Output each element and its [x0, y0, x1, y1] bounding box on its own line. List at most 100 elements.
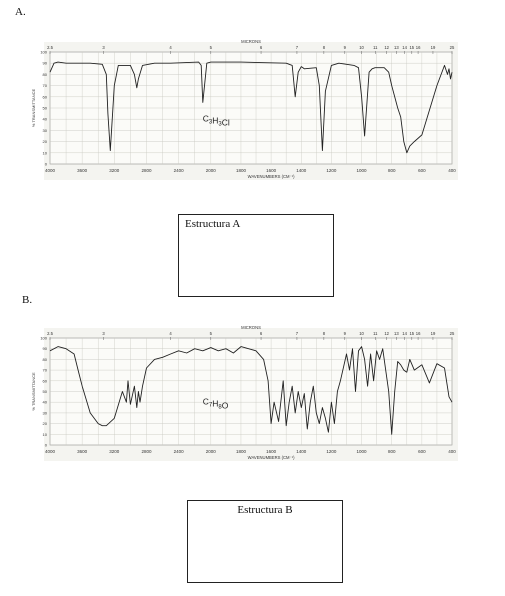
y-tick-label: 0 — [45, 443, 48, 448]
x-tick-label: 400 — [448, 449, 456, 454]
micron-tick-label: 2.5 — [47, 45, 53, 50]
micron-tick-label: 13 — [394, 45, 399, 50]
spectrum-line — [49, 346, 453, 435]
x-tick-label: 600 — [418, 449, 426, 454]
micron-tick-label: 8 — [323, 331, 326, 336]
micron-tick-label: 14 — [402, 45, 407, 50]
x-tick-label: 1000 — [357, 168, 368, 173]
x-tick-label: 1600 — [266, 449, 277, 454]
y-tick-label: 100 — [40, 336, 47, 341]
micron-tick-label: 10 — [359, 331, 364, 336]
structure-a-box[interactable]: Estructura A — [178, 214, 334, 297]
micron-tick-label: 7 — [296, 331, 299, 336]
x-tick-label: 2000 — [206, 168, 217, 173]
label-b: B. — [22, 294, 33, 306]
x-tick-label: 3200 — [109, 168, 120, 173]
x-tick-label: 2800 — [141, 449, 152, 454]
x-tick-label: 2000 — [206, 449, 217, 454]
x-tick-label: 1200 — [326, 449, 337, 454]
micron-tick-label: 10 — [359, 45, 364, 50]
y-tick-label: 40 — [43, 117, 48, 122]
y-tick-label: 10 — [43, 432, 48, 437]
micron-tick-label: 19 — [431, 45, 436, 50]
micron-tick-label: 6 — [260, 45, 263, 50]
y-tick-label: 50 — [43, 389, 48, 394]
y-tick-label: 50 — [43, 106, 48, 111]
y-tick-label: 70 — [43, 83, 48, 88]
x-tick-label: 1400 — [296, 168, 307, 173]
x-tick-label: 1000 — [357, 449, 368, 454]
x-tick-label: 1200 — [326, 168, 337, 173]
micron-tick-label: 4 — [169, 331, 172, 336]
micron-tick-label: 19 — [431, 331, 436, 336]
micron-tick-label: 14 — [402, 331, 407, 336]
x-tick-label: 3600 — [77, 449, 88, 454]
x-tick-label: 400 — [448, 168, 456, 173]
structure-b-label: Estructura B — [237, 504, 293, 516]
structure-a-label: Estructura A — [185, 218, 241, 230]
micron-tick-label: 2.5 — [47, 331, 53, 336]
y-tick-label: 0 — [45, 162, 48, 167]
micron-tick-label: 5 — [210, 331, 213, 336]
micron-tick-label: 13 — [394, 331, 399, 336]
structure-b-box[interactable]: Estructura B — [187, 500, 343, 583]
x-tick-label: 3200 — [109, 449, 120, 454]
x-tick-label: 600 — [418, 168, 426, 173]
micron-tick-label: 16 — [416, 45, 421, 50]
micron-tick-label: 15 — [409, 331, 414, 336]
y-tick-label: 60 — [43, 94, 48, 99]
micron-tick-label: 8 — [323, 45, 326, 50]
x-tick-label: 1600 — [266, 168, 277, 173]
y-tick-label: 60 — [43, 378, 48, 383]
x-tick-label: 800 — [388, 168, 396, 173]
micron-tick-label: 4 — [169, 45, 172, 50]
x-tick-label: 3600 — [77, 168, 88, 173]
micron-tick-label: 5 — [210, 45, 213, 50]
spectrum-line — [49, 61, 453, 154]
y-tick-label: 40 — [43, 400, 48, 405]
x-axis-label: WAVENUMBERS (CM⁻¹) — [248, 174, 295, 179]
x-tick-label: 1800 — [236, 449, 247, 454]
y-tick-label: 100 — [40, 50, 47, 55]
micron-axis-label: MICRONS — [241, 325, 261, 330]
y-tick-label: 20 — [43, 421, 48, 426]
formula-annotation: C3H3Cl — [203, 113, 230, 127]
micron-tick-label: 12 — [384, 331, 389, 336]
x-tick-label: 2800 — [141, 168, 152, 173]
ir-spectrum-b: 4000 3600 3200 2800 2400 2000 1800 1600 1400 1200… — [31, 325, 458, 461]
x-axis-label: WAVENUMBERS (CM⁻¹) — [248, 455, 295, 460]
micron-tick-label: 15 — [409, 45, 414, 50]
ir-spectrum-a: 4000 3600 3200 2800 2400 2000 1800 1600 1400 1200… — [31, 39, 458, 180]
x-tick-label: 2400 — [174, 168, 185, 173]
y-tick-label: 70 — [43, 368, 48, 373]
y-tick-label: 10 — [43, 150, 48, 155]
micron-tick-label: 3 — [102, 331, 105, 336]
y-tick-label: 90 — [43, 61, 48, 66]
x-tick-label: 800 — [388, 449, 396, 454]
x-tick-label: 1400 — [296, 449, 307, 454]
x-tick-label: 4000 — [45, 168, 56, 173]
micron-tick-label: 7 — [296, 45, 299, 50]
micron-tick-label: 6 — [260, 331, 263, 336]
y-tick-label: 20 — [43, 139, 48, 144]
x-tick-label: 2400 — [174, 449, 185, 454]
micron-tick-label: 9 — [344, 45, 347, 50]
micron-tick-label: 25 — [450, 45, 455, 50]
micron-tick-label: 9 — [344, 331, 347, 336]
formula-annotation: C7H8O — [203, 396, 229, 410]
micron-tick-label: 3 — [102, 45, 105, 50]
y-tick-label: 80 — [43, 72, 48, 77]
y-tick-label: 30 — [43, 128, 48, 133]
x-tick-label: 4000 — [45, 449, 56, 454]
y-tick-label: 30 — [43, 410, 48, 415]
x-tick-label: 1800 — [236, 168, 247, 173]
y-axis-label: % TRANSMITTANCE — [31, 372, 36, 411]
micron-tick-label: 25 — [450, 331, 455, 336]
y-axis-label: % TRANSMITTANCE — [31, 89, 36, 128]
y-tick-label: 80 — [43, 357, 48, 362]
label-a: A. — [15, 6, 26, 18]
micron-tick-label: 16 — [416, 331, 421, 336]
y-tick-label: 90 — [43, 346, 48, 351]
micron-axis-label: MICRONS — [241, 39, 261, 44]
micron-tick-label: 11 — [373, 45, 378, 50]
